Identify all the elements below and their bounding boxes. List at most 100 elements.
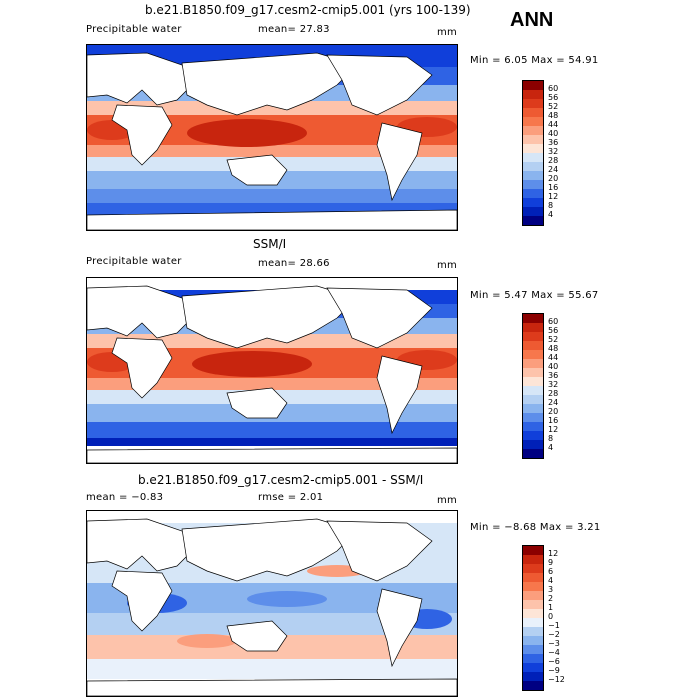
colorbar-tick-label: 48 [548,111,559,120]
colorbar-swatch [523,99,543,108]
colorbar-tick-label: −6 [548,657,560,666]
colorbar-tick-label: −9 [548,666,560,675]
colorbar-swatch [523,422,543,431]
colorbar-swatch [523,431,543,440]
colorbar-tick-label: 3 [548,585,554,594]
colorbar-tick-label: 12 [548,549,559,558]
colorbar-tick-label: 4 [548,576,554,585]
panel-3-minmax: Min = −8.68 Max = 3.21 [470,522,601,533]
colorbar-swatch [523,627,543,636]
colorbar-tick-label: −12 [548,675,565,684]
panel-3-title: b.e21.B1850.f09_g17.cesm2-cmip5.001 - SS… [138,473,424,487]
panel-3-mean-label: mean = −0.83 [86,492,164,503]
colorbar-tick-label: −3 [548,639,560,648]
colorbar-tick-label: −2 [548,630,560,639]
colorbar-tick-label: 4 [548,210,554,219]
colorbar-tick-label: 44 [548,120,559,129]
panel-2-units-label: mm [437,260,458,271]
colorbar-tick-label: 36 [548,371,559,380]
panel-2-mean-label: mean= 28.66 [258,258,330,269]
panel-3-colorbar [522,545,544,691]
panel-1-variable-label: Precipitable water [86,24,182,35]
colorbar-tick-label: 52 [548,102,559,111]
colorbar-tick-label: 16 [548,416,559,425]
colorbar-swatch [523,645,543,654]
colorbar-tick-label: 12 [548,425,559,434]
colorbar-tick-label: 28 [548,156,559,165]
colorbar-tick-label: 6 [548,567,554,576]
panel-1-colorbar [522,80,544,226]
colorbar-swatch [523,332,543,341]
colorbar-swatch [523,171,543,180]
colorbar-swatch [523,207,543,216]
colorbar-swatch [523,368,543,377]
colorbar-swatch [523,413,543,422]
colorbar-swatch [523,117,543,126]
colorbar-swatch [523,663,543,672]
colorbar-tick-label: 56 [548,93,559,102]
colorbar-swatch [523,618,543,627]
panel-1-mean-label: mean= 27.83 [258,24,330,35]
panel-1-minmax: Min = 6.05 Max = 54.91 [470,55,599,66]
colorbar-swatch [523,377,543,386]
colorbar-tick-label: 2 [548,594,554,603]
colorbar-swatch [523,555,543,564]
colorbar-swatch [523,126,543,135]
colorbar-swatch [523,546,543,555]
colorbar-tick-label: −4 [548,648,560,657]
colorbar-swatch [523,591,543,600]
colorbar-swatch [523,350,543,359]
colorbar-swatch [523,564,543,573]
colorbar-tick-label: 28 [548,389,559,398]
colorbar-swatch [523,81,543,90]
colorbar-swatch [523,449,543,458]
colorbar-swatch [523,341,543,350]
colorbar-swatch [523,162,543,171]
colorbar-swatch [523,198,543,207]
colorbar-tick-label: 4 [548,443,554,452]
colorbar-tick-label: 60 [548,84,559,93]
colorbar-swatch [523,636,543,645]
colorbar-tick-label: 8 [548,434,554,443]
colorbar-tick-label: 52 [548,335,559,344]
panel-1-map [86,44,458,231]
panel-2-variable-label: Precipitable water [86,256,182,267]
panel-1-colorbar-labels: 60 56 52 48 44 40 36 32 28 24 20 16 12 8 4 [548,80,568,224]
colorbar-swatch [523,144,543,153]
panel-2-colorbar [522,313,544,459]
colorbar-swatch [523,672,543,681]
colorbar-tick-label: 32 [548,380,559,389]
colorbar-swatch [523,135,543,144]
colorbar-swatch [523,404,543,413]
colorbar-tick-label: 16 [548,183,559,192]
colorbar-tick-label: 0 [548,612,554,621]
colorbar-tick-label: 8 [548,201,554,210]
panel-3-units-label: mm [437,495,458,506]
panel-1-units-label: mm [437,27,458,38]
colorbar-swatch [523,386,543,395]
colorbar-swatch [523,108,543,117]
panel-2-minmax: Min = 5.47 Max = 55.67 [470,290,599,301]
colorbar-swatch [523,582,543,591]
colorbar-swatch [523,216,543,225]
colorbar-tick-label: 48 [548,344,559,353]
colorbar-swatch [523,153,543,162]
colorbar-tick-label: 20 [548,174,559,183]
colorbar-swatch [523,681,543,690]
colorbar-tick-label: 60 [548,317,559,326]
colorbar-swatch [523,314,543,323]
colorbar-tick-label: 36 [548,138,559,147]
panel-3-map [86,510,458,697]
colorbar-swatch [523,440,543,449]
colorbar-swatch [523,654,543,663]
panel-1-title: b.e21.B1850.f09_g17.cesm2-cmip5.001 (yrs… [145,3,471,17]
colorbar-tick-label: 24 [548,398,559,407]
colorbar-swatch [523,600,543,609]
colorbar-tick-label: 32 [548,147,559,156]
colorbar-tick-label: 1 [548,603,554,612]
colorbar-swatch [523,189,543,198]
panel-2-colorbar-labels: 60 56 52 48 44 40 36 32 28 24 20 16 12 8 4 [548,313,568,457]
colorbar-swatch [523,573,543,582]
colorbar-tick-label: −1 [548,621,560,630]
colorbar-swatch [523,180,543,189]
